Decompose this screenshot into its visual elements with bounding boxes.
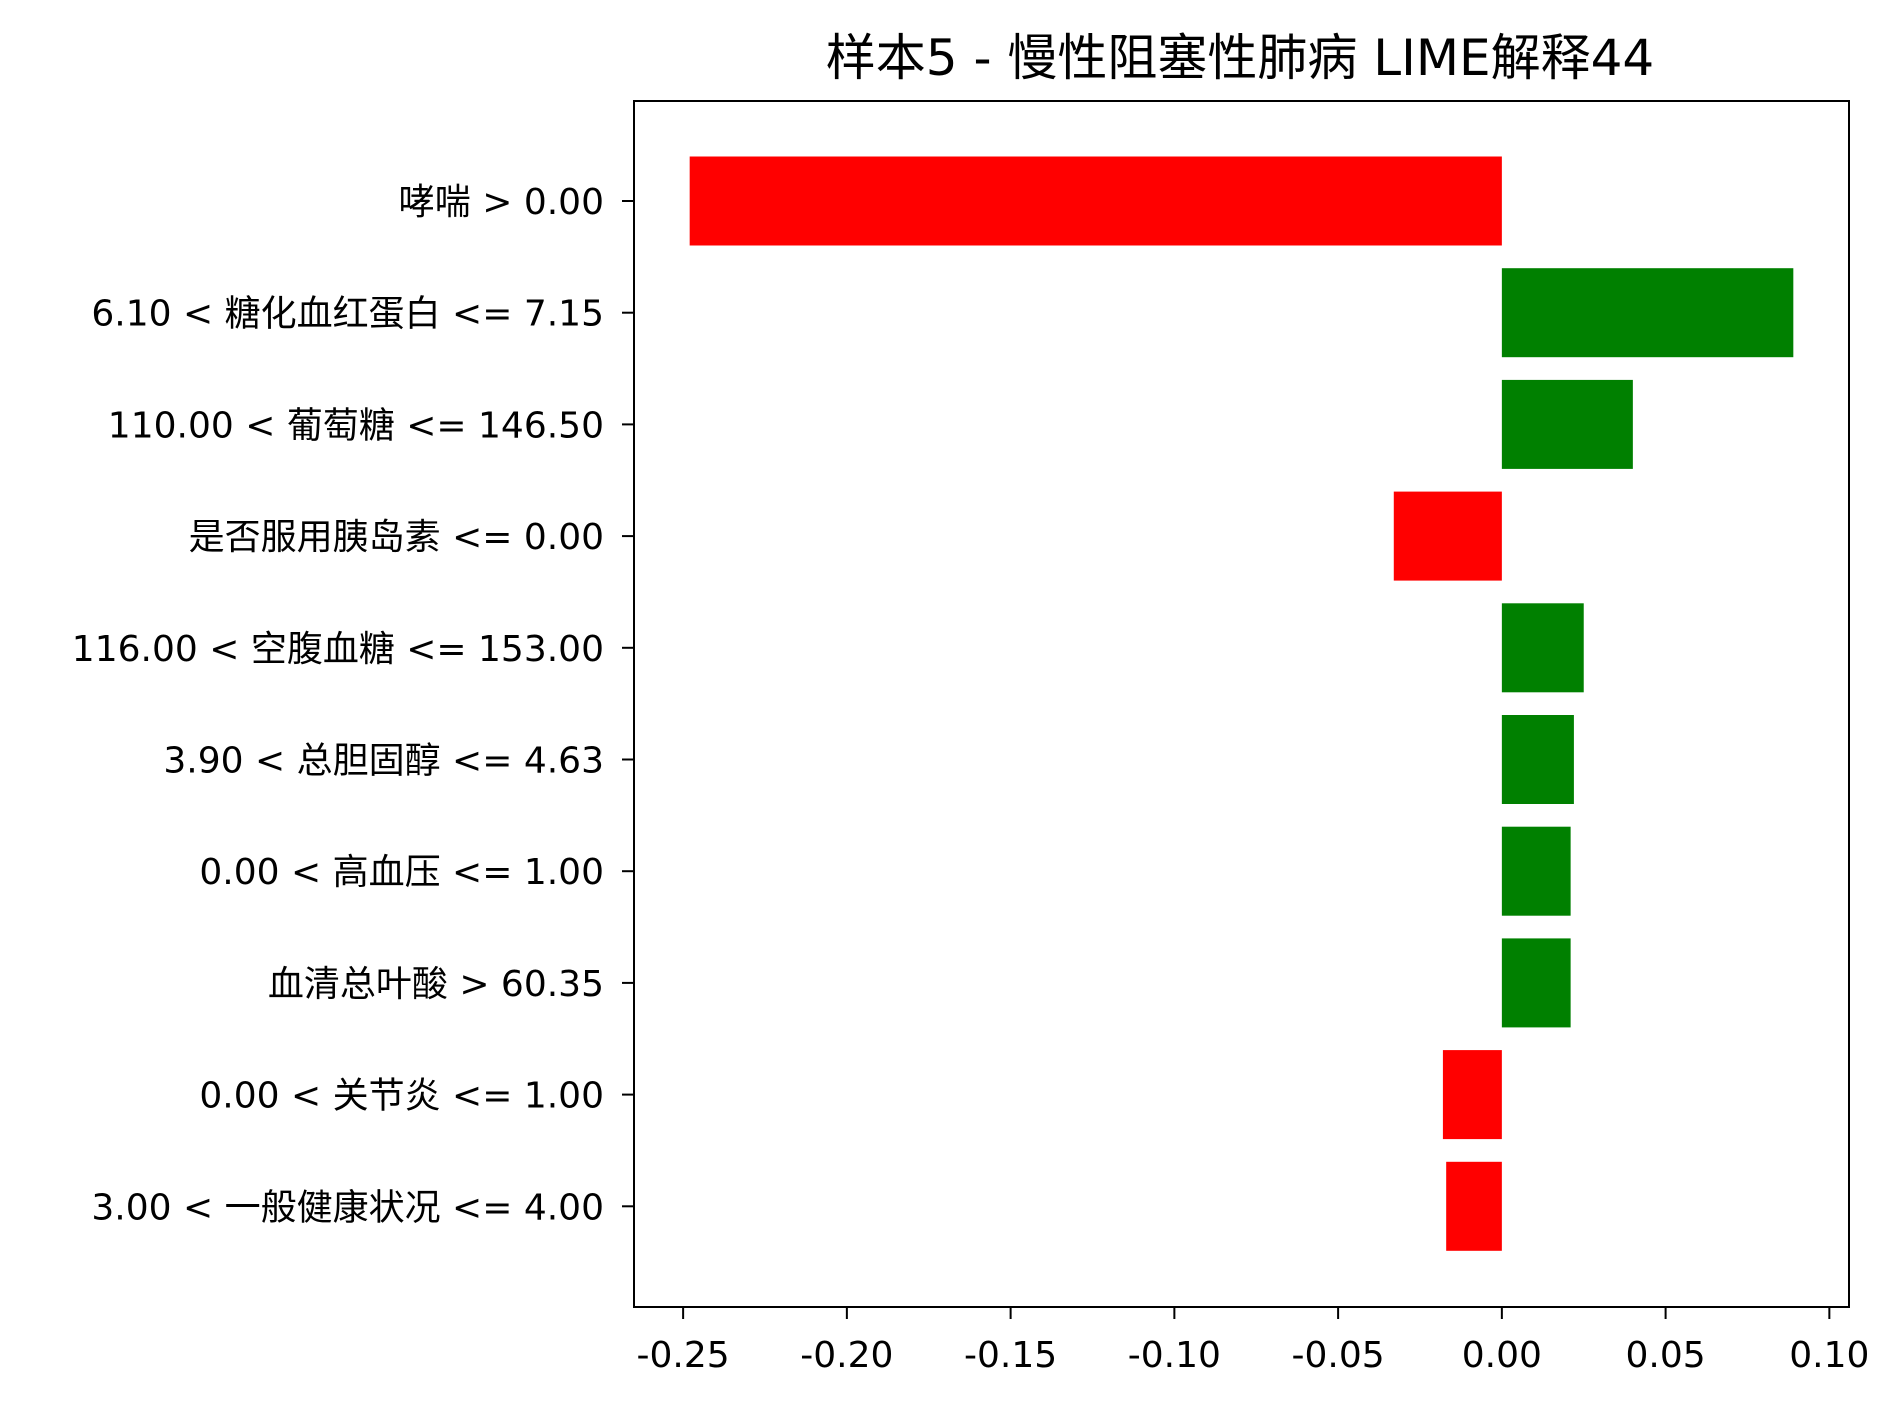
- bar-9: [1442, 1050, 1502, 1140]
- y-tick-label: 0.00 < 关节炎 <= 1.00: [199, 1076, 604, 1117]
- bar-4: [1393, 491, 1502, 581]
- x-axis: -0.25 -0.20 -0.15 -0.10 -0.05 0.00 0.05 0.10: [637, 1307, 1869, 1376]
- x-tick-label: -0.25: [637, 1335, 730, 1376]
- x-tick-label: -0.10: [1128, 1335, 1221, 1376]
- y-axis: 哮喘 > 0.00 6.10 < 糖化血红蛋白 <= 7.15 110.00 < 葡…: [72, 182, 634, 1228]
- bar-5: [1501, 603, 1584, 693]
- y-tick-label: 6.10 < 糖化血红蛋白 <= 7.15: [91, 294, 604, 335]
- bar-10: [1446, 1161, 1502, 1251]
- bar-6: [1501, 715, 1574, 804]
- bar-3: [1501, 379, 1633, 469]
- bar-7: [1501, 826, 1571, 916]
- bars-layer: [689, 156, 1794, 1251]
- y-tick-label: 是否服用胰岛素 <= 0.00: [189, 517, 604, 558]
- y-tick-label: 0.00 < 高血压 <= 1.00: [199, 852, 604, 893]
- x-tick-label: -0.05: [1292, 1335, 1385, 1376]
- y-tick-label: 110.00 < 葡萄糖 <= 146.50: [108, 405, 604, 446]
- x-tick-label: 0.05: [1626, 1335, 1706, 1376]
- y-tick-label: 哮喘 > 0.00: [399, 182, 604, 223]
- y-tick-label: 3.90 < 总胆固醇 <= 4.63: [163, 741, 604, 782]
- bar-1: [689, 156, 1502, 246]
- chart-title: 样本5 - 慢性阻塞性肺病 LIME解释44: [826, 29, 1655, 87]
- y-tick-label: 3.00 < 一般健康状况 <= 4.00: [91, 1187, 604, 1228]
- y-tick-label: 116.00 < 空腹血糖 <= 153.00: [72, 629, 604, 670]
- x-tick-label: -0.15: [964, 1335, 1057, 1376]
- bar-8: [1501, 938, 1571, 1028]
- x-tick-label: -0.20: [800, 1335, 893, 1376]
- x-tick-label: 0.10: [1789, 1335, 1869, 1376]
- y-tick-label: 血清总叶酸 > 60.35: [268, 964, 604, 1005]
- x-tick-label: 0.00: [1462, 1335, 1542, 1376]
- bar-2: [1501, 268, 1794, 358]
- plot-frame: [633, 100, 1850, 1308]
